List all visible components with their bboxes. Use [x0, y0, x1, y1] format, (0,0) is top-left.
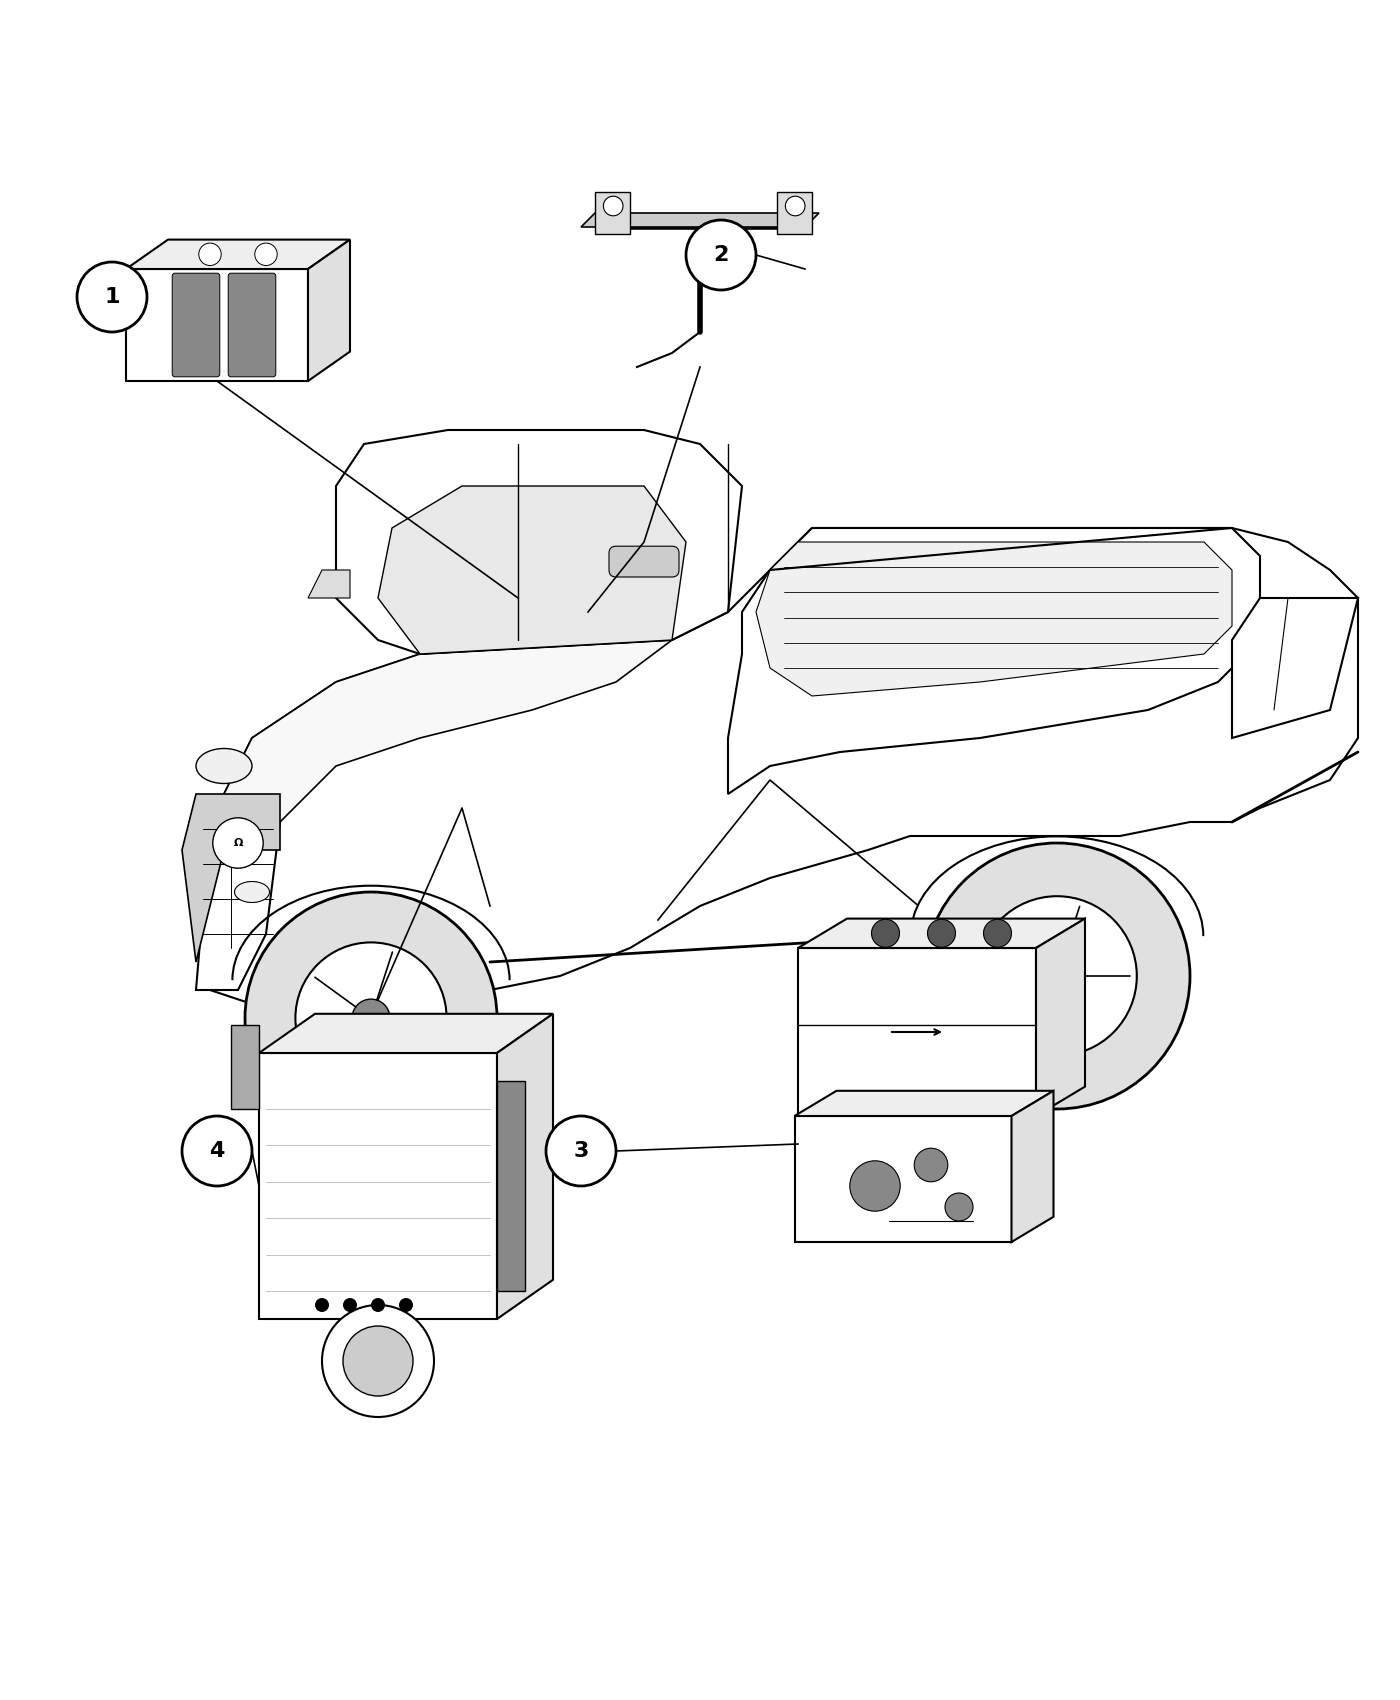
Circle shape	[371, 1299, 385, 1312]
Circle shape	[983, 920, 1011, 947]
FancyBboxPatch shape	[609, 546, 679, 576]
Polygon shape	[798, 949, 1036, 1115]
Polygon shape	[795, 1091, 1053, 1115]
Circle shape	[927, 920, 955, 947]
Polygon shape	[308, 570, 350, 598]
Circle shape	[686, 219, 756, 291]
Text: 4: 4	[210, 1141, 224, 1161]
Polygon shape	[210, 529, 1358, 1005]
Polygon shape	[196, 823, 280, 989]
Circle shape	[245, 892, 497, 1144]
Circle shape	[343, 1299, 357, 1312]
Polygon shape	[497, 1013, 553, 1319]
Circle shape	[77, 262, 147, 332]
Circle shape	[871, 920, 899, 947]
Polygon shape	[378, 486, 686, 654]
Circle shape	[546, 1115, 616, 1187]
Circle shape	[322, 1306, 434, 1418]
Polygon shape	[1011, 1091, 1053, 1243]
Polygon shape	[308, 240, 350, 381]
FancyBboxPatch shape	[172, 274, 220, 377]
Polygon shape	[497, 1081, 525, 1290]
Ellipse shape	[196, 748, 252, 784]
Circle shape	[945, 1193, 973, 1221]
Polygon shape	[259, 1013, 553, 1052]
Circle shape	[850, 1161, 900, 1210]
Text: 1: 1	[104, 287, 120, 308]
Text: Ω: Ω	[234, 838, 242, 848]
Text: 2: 2	[714, 245, 728, 265]
Circle shape	[603, 196, 623, 216]
Polygon shape	[795, 1115, 1011, 1243]
Circle shape	[182, 1115, 252, 1187]
FancyBboxPatch shape	[228, 274, 276, 377]
Polygon shape	[1232, 598, 1358, 738]
Circle shape	[924, 843, 1190, 1108]
Polygon shape	[336, 430, 742, 654]
Polygon shape	[595, 192, 630, 235]
Circle shape	[785, 196, 805, 216]
Polygon shape	[259, 1052, 497, 1319]
Polygon shape	[126, 269, 308, 381]
Polygon shape	[728, 529, 1260, 794]
Polygon shape	[231, 1025, 259, 1108]
Circle shape	[315, 1299, 329, 1312]
Polygon shape	[756, 542, 1232, 695]
Circle shape	[977, 896, 1137, 1056]
Polygon shape	[777, 192, 812, 235]
Circle shape	[255, 243, 277, 265]
Circle shape	[199, 243, 221, 265]
Polygon shape	[182, 794, 280, 962]
Circle shape	[343, 1326, 413, 1396]
Circle shape	[399, 1299, 413, 1312]
Circle shape	[1037, 955, 1077, 996]
Text: 3: 3	[574, 1141, 588, 1161]
Polygon shape	[126, 240, 350, 269]
Polygon shape	[581, 212, 819, 228]
Polygon shape	[1036, 918, 1085, 1115]
Polygon shape	[798, 918, 1085, 949]
Circle shape	[295, 942, 447, 1093]
Circle shape	[213, 818, 263, 869]
Ellipse shape	[235, 882, 269, 903]
Circle shape	[353, 1000, 389, 1037]
Circle shape	[914, 1148, 948, 1181]
Polygon shape	[210, 639, 672, 850]
